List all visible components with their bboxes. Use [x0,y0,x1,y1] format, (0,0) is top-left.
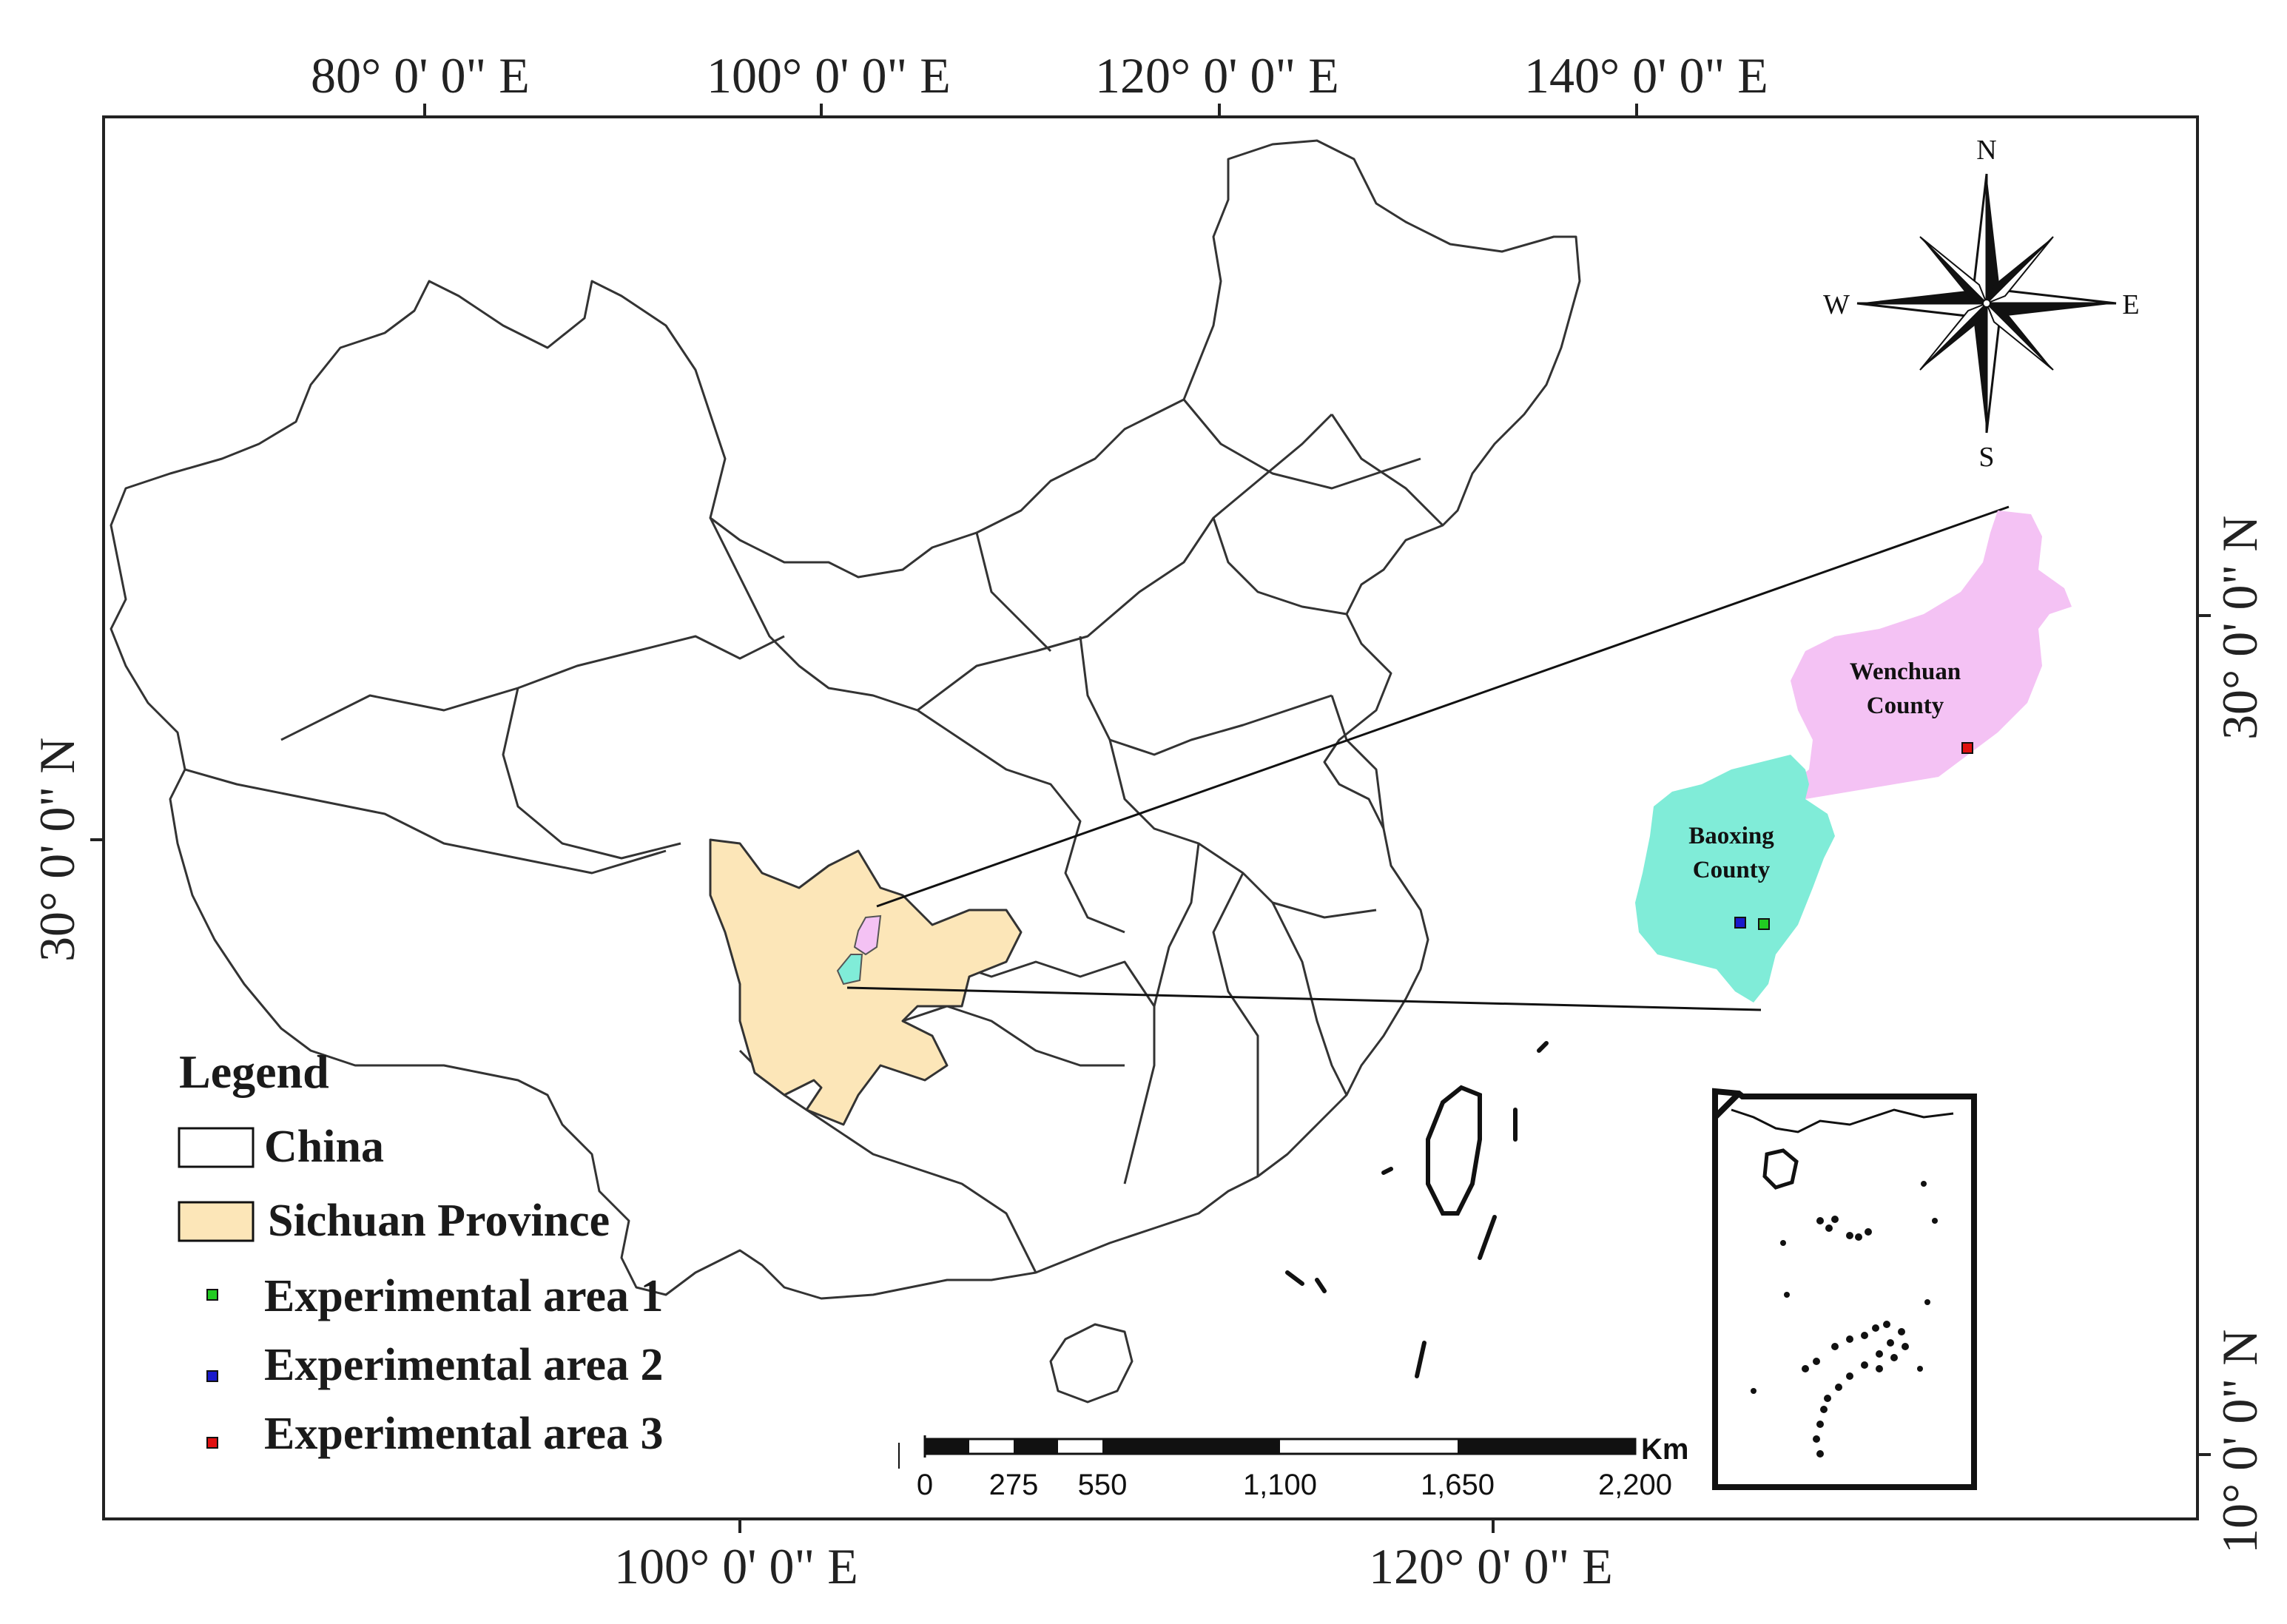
map-frame [102,115,2199,1520]
coord-top-100e: 100° 0' 0" E [707,47,951,104]
baoxing-label-line1: Baoxing [1688,823,1774,849]
coord-top-140e: 140° 0' 0" E [1524,47,1768,104]
experimental-area-2-marker [1734,917,1746,929]
legend-label-area-1: Experimental area 1 [264,1271,664,1321]
scale-tick-275: 275 [989,1469,1039,1501]
scale-tick-2200: 2,200 [1598,1469,1672,1501]
scale-tick-1100: 1,100 [1243,1469,1317,1501]
coord-top-120e: 120° 0' 0" E [1095,47,1339,104]
scale-tick-550: 550 [1078,1469,1128,1501]
graticule-ticks [90,104,2211,1533]
baoxing-county-area [1635,755,1835,1003]
small-islands [1285,1041,1549,1378]
wenchuan-label-line1: Wenchuan [1850,658,1961,685]
scale-tick-0: 0 [917,1469,933,1501]
legend-label-area-3: Experimental area 3 [264,1409,664,1459]
experimental-area-1-marker [1758,918,1770,930]
legend-title: Legend [179,1045,329,1098]
compass-east-label: E [2122,289,2139,320]
china-outline [110,139,1581,1300]
legend-label-china: China [264,1122,384,1172]
south-china-sea-inset [1712,1088,1977,1490]
taiwan-island [1426,1085,1482,1216]
wenchuan-small [853,914,882,956]
legend-label-sichuan: Sichuan Province [268,1196,610,1246]
coord-left-30n: 30° 0' 0" N [29,738,85,962]
coord-bottom-120e: 120° 0' 0" E [1369,1538,1613,1594]
coord-right-10n: 10° 0' 0" N [2212,1330,2268,1554]
legend-swatch-sichuan [178,1201,255,1242]
scale-tick-1650: 1,650 [1421,1469,1495,1501]
wenchuan-label-line2: County [1867,693,1944,719]
scale-bar [898,1435,1637,1469]
compass-north-label: N [1976,135,1996,166]
legend-swatch-china [178,1127,255,1168]
legend-swatch-area-1 [206,1289,218,1301]
compass-west-label: W [1823,289,1850,320]
coord-bottom-100e: 100° 0' 0" E [614,1538,858,1594]
coord-top-80e: 80° 0' 0" E [311,47,530,104]
legend: Legend China Sichuan Province Experiment… [178,1045,664,1459]
leader-line-top [876,505,2010,908]
compass-south-label: S [1978,442,1994,473]
wenchuan-county-area [1791,511,2072,799]
baoxing-small [836,954,863,985]
sichuan-province [709,838,1023,1126]
scale-unit: Km [1641,1433,1688,1466]
legend-swatch-area-3 [206,1437,218,1449]
experimental-area-3-marker [1961,742,1973,754]
leader-line-bottom [846,986,1762,1011]
compass-rose [1856,173,2117,434]
coord-right-30n: 30° 0' 0" N [2212,516,2268,740]
legend-label-area-2: Experimental area 2 [264,1340,664,1390]
legend-swatch-area-2 [206,1370,218,1382]
baoxing-label-line2: County [1693,857,1771,883]
hainan-island [1049,1323,1134,1404]
